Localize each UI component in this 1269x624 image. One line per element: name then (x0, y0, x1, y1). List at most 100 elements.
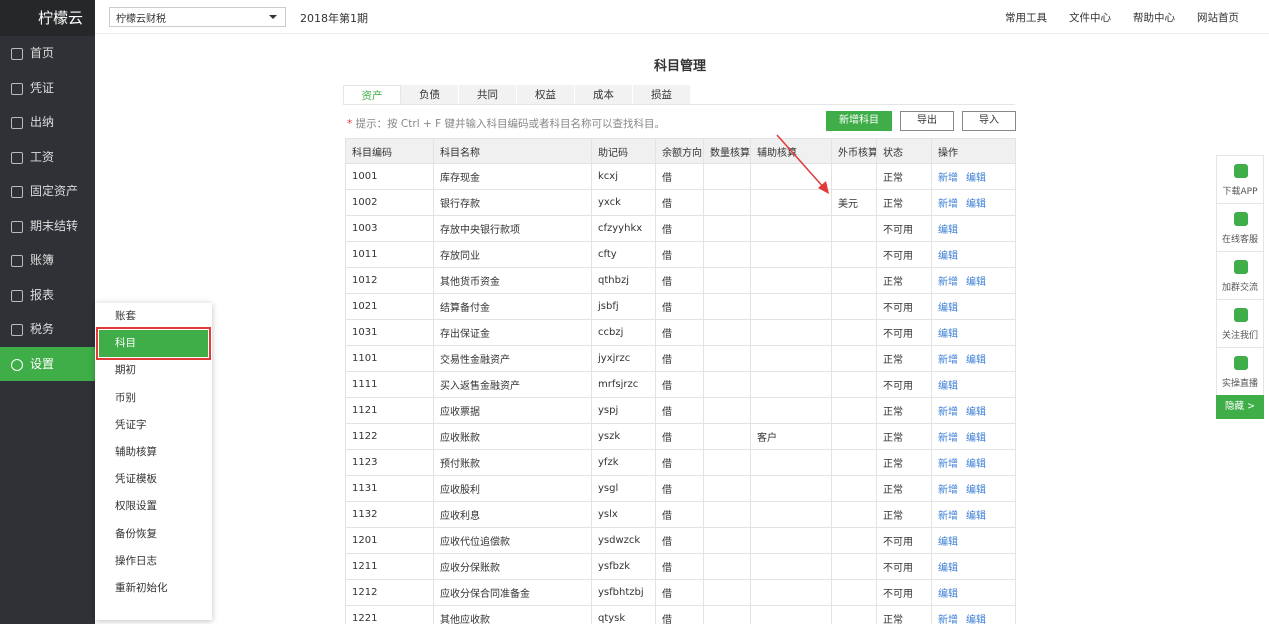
float-item[interactable]: 加群交流 (1216, 251, 1264, 299)
action-link[interactable]: 编辑 (938, 329, 958, 340)
float-item[interactable]: 实操直播 (1216, 347, 1264, 395)
tab[interactable]: 损益 (633, 85, 691, 104)
cell (831, 267, 877, 294)
cell (831, 371, 877, 398)
action-link[interactable]: 编辑 (966, 407, 986, 418)
cell: 借 (655, 163, 704, 190)
action-link[interactable]: 编辑 (966, 615, 986, 624)
cell: 1012 (345, 267, 434, 294)
header-cell: 数量核算 (703, 138, 751, 164)
action-link[interactable]: 编辑 (966, 199, 986, 210)
submenu-item[interactable]: 凭证模板 (115, 473, 157, 486)
cell: 应收利息 (433, 501, 592, 528)
action-link[interactable]: 编辑 (966, 511, 986, 522)
float-hide[interactable]: 隐藏 > (1216, 395, 1264, 419)
action-link[interactable]: 编辑 (938, 225, 958, 236)
action-link[interactable]: 新增 (938, 199, 958, 210)
action-link[interactable]: 新增 (938, 615, 958, 624)
sidebar-item[interactable]: 设置 (0, 346, 95, 381)
action-link[interactable]: 编辑 (938, 589, 958, 600)
sidebar-item[interactable]: 期末结转 (0, 209, 95, 244)
sidebar-item[interactable]: 税务 (0, 312, 95, 347)
submenu-item[interactable]: 权限设置 (115, 500, 157, 513)
action-link[interactable]: 编辑 (966, 173, 986, 184)
cell: 借 (655, 215, 704, 242)
sidebar-item[interactable]: 凭证 (0, 71, 95, 106)
float-item[interactable]: 关注我们 (1216, 299, 1264, 347)
topbar: 柠檬云财税 2018年第1期 常用工具 文件中心 帮助中心 网站首页 (95, 0, 1269, 34)
action-link[interactable]: 编辑 (938, 303, 958, 314)
sidebar-item[interactable]: 首页 (0, 36, 95, 71)
action-link[interactable]: 新增 (938, 511, 958, 522)
nav-link[interactable]: 帮助中心 (1133, 12, 1175, 24)
sidebar-item[interactable]: 工资 (0, 140, 95, 175)
action-link[interactable]: 编辑 (938, 381, 958, 392)
cell: jsbfj (591, 293, 656, 320)
action-link[interactable]: 编辑 (938, 563, 958, 574)
submenu-item[interactable]: 期初 (115, 364, 136, 377)
action-link[interactable]: 编辑 (966, 459, 986, 470)
cell (703, 579, 751, 606)
button[interactable]: 导入 (962, 111, 1016, 131)
nav-link[interactable]: 网站首页 (1197, 12, 1239, 24)
tab[interactable]: 共同 (459, 85, 517, 104)
sidebar-item[interactable]: 报表 (0, 278, 95, 313)
company-select[interactable]: 柠檬云财税 (109, 7, 286, 27)
cell: yfzk (591, 449, 656, 476)
action-link[interactable]: 编辑 (938, 251, 958, 262)
submenu-item[interactable]: 凭证字 (115, 418, 147, 431)
cell (831, 527, 877, 554)
cell: 应收代位追偿款 (433, 527, 592, 554)
sidebar-item[interactable]: 账簿 (0, 243, 95, 278)
cell: qtysk (591, 605, 656, 624)
action-link[interactable]: 新增 (938, 407, 958, 418)
cell: 正常 (876, 423, 932, 450)
table-row: 1003 存放中央银行款项 cfzyyhkx 借 不可用 编辑 (345, 215, 1016, 242)
cell (703, 423, 751, 450)
float-item[interactable]: 下载APP (1216, 155, 1264, 203)
sidebar-item[interactable]: 固定资产 (0, 174, 95, 209)
actions-cell: 编辑 (931, 319, 1016, 346)
cell (831, 605, 877, 624)
action-link[interactable]: 新增 (938, 355, 958, 366)
action-link[interactable]: 编辑 (966, 433, 986, 444)
action-link[interactable]: 编辑 (966, 277, 986, 288)
cell: 正常 (876, 345, 932, 372)
submenu-item[interactable]: 操作日志 (115, 554, 157, 567)
nav-link[interactable]: 文件中心 (1069, 12, 1111, 24)
action-link[interactable]: 新增 (938, 459, 958, 470)
cell: 不可用 (876, 553, 932, 580)
cell: 借 (655, 267, 704, 294)
submenu-item[interactable]: 币别 (115, 391, 136, 404)
cell: 借 (655, 501, 704, 528)
action-link[interactable]: 新增 (938, 277, 958, 288)
tab[interactable]: 负债 (401, 85, 459, 104)
tab[interactable]: 资产 (343, 85, 401, 104)
action-link[interactable]: 编辑 (966, 355, 986, 366)
actions-cell: 新增 编辑 (931, 345, 1016, 372)
submenu-item[interactable]: 重新初始化 (115, 581, 168, 594)
float-item[interactable]: 在线客服 (1216, 203, 1264, 251)
button[interactable]: 导出 (900, 111, 954, 131)
actions-cell: 新增 编辑 (931, 605, 1016, 624)
button[interactable]: 新增科目 (826, 111, 892, 131)
cell: 借 (655, 475, 704, 502)
submenu-item[interactable]: 备份恢复 (115, 527, 157, 540)
nav-link[interactable]: 常用工具 (1005, 12, 1047, 24)
submenu-item[interactable]: 辅助核算 (115, 445, 157, 458)
sidebar-item[interactable]: 出纳 (0, 105, 95, 140)
table-row: 1212 应收分保合同准备金 ysfbhtzbj 借 不可用 编辑 (345, 579, 1016, 606)
cell (831, 397, 877, 424)
action-link[interactable]: 新增 (938, 173, 958, 184)
cell: 1003 (345, 215, 434, 242)
action-link[interactable]: 编辑 (938, 537, 958, 548)
action-link[interactable]: 新增 (938, 485, 958, 496)
actions-cell: 新增 编辑 (931, 267, 1016, 294)
action-link[interactable]: 新增 (938, 433, 958, 444)
tab[interactable]: 权益 (517, 85, 575, 104)
submenu-item[interactable]: 科目 (96, 327, 211, 361)
action-link[interactable]: 编辑 (966, 485, 986, 496)
tab[interactable]: 成本 (575, 85, 633, 104)
submenu-item[interactable]: 账套 (115, 310, 136, 322)
